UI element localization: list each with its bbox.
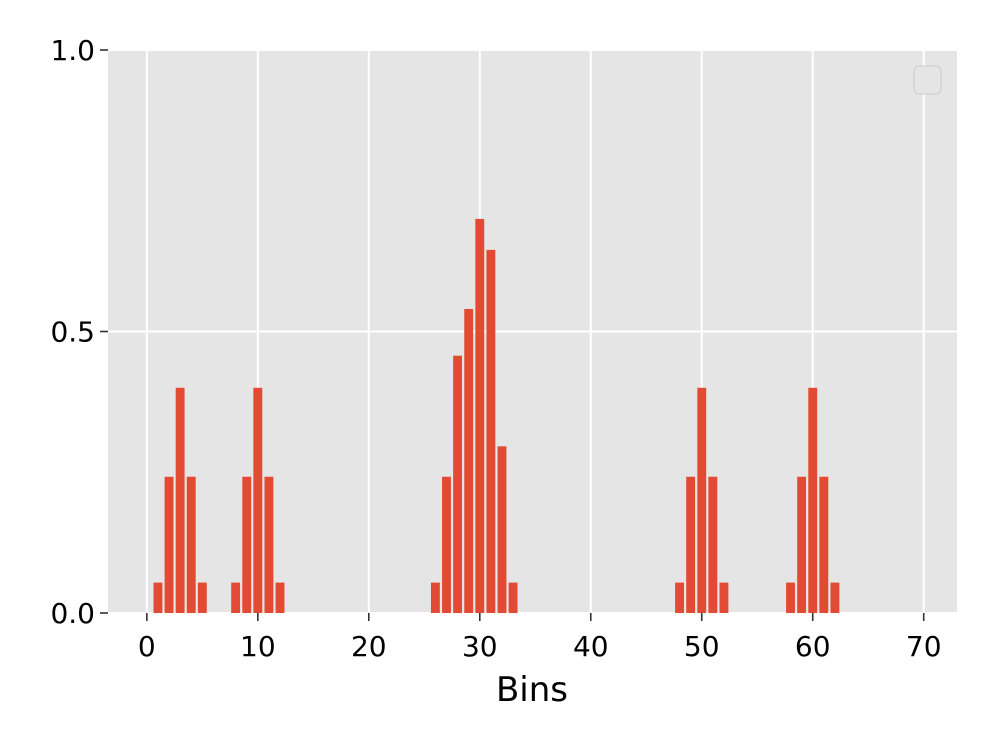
bar <box>464 308 474 613</box>
x-tick-label: 0 <box>138 630 156 663</box>
bar <box>719 582 729 613</box>
x-axis: 0 10 20 30 40 50 60 70 <box>138 613 942 663</box>
x-tick-label: 20 <box>351 630 387 663</box>
x-tick-label: 30 <box>462 630 498 663</box>
legend-box <box>913 65 942 95</box>
y-axis: 0.0 0.5 1.0 <box>50 34 108 630</box>
bar <box>675 582 684 613</box>
bar <box>786 582 795 613</box>
bar <box>453 355 463 613</box>
bar <box>797 476 807 613</box>
x-tick-label: 50 <box>684 630 720 663</box>
bar <box>508 582 518 613</box>
y-tick-label: 0.5 <box>50 316 95 349</box>
bar <box>164 476 174 613</box>
bar <box>242 476 252 613</box>
bar <box>253 387 263 613</box>
bar <box>686 476 696 613</box>
bar <box>197 582 207 613</box>
bar <box>175 387 185 613</box>
bar <box>497 446 507 613</box>
bar <box>430 582 440 613</box>
x-tick-label: 10 <box>240 630 276 663</box>
bar <box>697 387 707 613</box>
bar <box>830 582 840 613</box>
bar <box>486 249 496 614</box>
x-tick-label: 40 <box>573 630 609 663</box>
y-tick-label: 0.0 <box>50 597 95 630</box>
bar <box>186 476 196 613</box>
bar <box>808 387 818 613</box>
y-tick-label: 1.0 <box>50 34 95 67</box>
bar <box>264 476 274 613</box>
bar <box>275 582 285 613</box>
x-tick-label: 70 <box>906 630 942 663</box>
bar <box>231 582 241 613</box>
bar <box>442 476 451 613</box>
bars <box>153 218 840 614</box>
bar <box>153 582 163 613</box>
bar <box>708 476 718 613</box>
x-axis-label: Bins <box>496 670 568 710</box>
bar <box>475 218 485 613</box>
x-tick-label: 60 <box>795 630 831 663</box>
bar <box>819 476 829 613</box>
